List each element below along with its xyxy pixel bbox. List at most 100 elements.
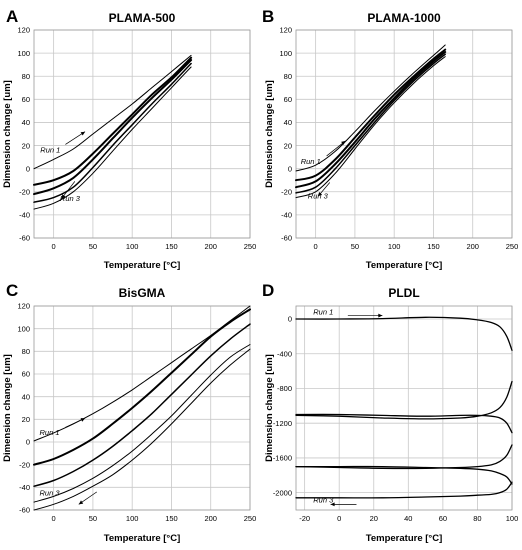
chart-panel-c: 0 50 100 150 200 250 -60 -40 -20 0 20 40 60 80 100 120 R… bbox=[2, 281, 256, 544]
y-tick-label: 0 bbox=[26, 164, 30, 173]
series-line-2 bbox=[295, 380, 513, 420]
annotation-arrowhead bbox=[341, 140, 346, 145]
y-axis-label: Dimension change [um] bbox=[264, 80, 275, 188]
annotation-label: Run 1 bbox=[40, 145, 60, 154]
y-axis-label: Dimension change [um] bbox=[2, 80, 13, 188]
y-tick-label: -40 bbox=[19, 483, 30, 492]
x-tick-label: 50 bbox=[89, 242, 97, 251]
series-line-1 bbox=[295, 316, 513, 351]
series-line-5 bbox=[295, 56, 446, 199]
plot-area-frame bbox=[295, 29, 513, 239]
x-tick-label: 20 bbox=[370, 514, 378, 523]
x-tick-label: 100 bbox=[126, 514, 139, 523]
x-tick-label: 0 bbox=[314, 242, 318, 251]
y-tick-label: 60 bbox=[22, 95, 30, 104]
y-tick-label: 0 bbox=[288, 315, 292, 324]
series-line-1 bbox=[295, 44, 446, 172]
y-tick-label: 40 bbox=[22, 392, 30, 401]
series-line-3 bbox=[33, 59, 193, 196]
chart-panel-d: -20 0 20 40 60 80 100-2000-1600-1200-800-4000R… bbox=[262, 281, 518, 544]
y-tick-label: -60 bbox=[19, 506, 30, 515]
series-line-3 bbox=[295, 413, 513, 434]
x-tick-label: 50 bbox=[89, 514, 97, 523]
y-tick-label: 120 bbox=[17, 302, 30, 311]
plot-area-frame bbox=[295, 305, 513, 511]
y-tick-label: 20 bbox=[22, 141, 30, 150]
x-axis-label: Temperature [°C] bbox=[366, 260, 442, 271]
x-tick-label: 100 bbox=[506, 514, 519, 523]
plot-area-frame bbox=[33, 29, 251, 239]
x-axis-label: Temperature [°C] bbox=[366, 533, 442, 544]
series-line-4 bbox=[295, 53, 446, 194]
y-tick-label: -2000 bbox=[273, 488, 292, 497]
annotation-label: Run 3 bbox=[60, 194, 81, 203]
x-tick-label: 200 bbox=[204, 242, 217, 251]
annotation-arrowhead bbox=[61, 194, 66, 199]
series-line-6 bbox=[295, 481, 513, 499]
annotation-arrowhead bbox=[80, 418, 86, 422]
x-tick-label: 0 bbox=[337, 514, 341, 523]
y-tick-label: -60 bbox=[281, 234, 292, 243]
series-line-4 bbox=[295, 444, 513, 470]
x-tick-label: 0 bbox=[52, 242, 56, 251]
annotation-arrowhead bbox=[80, 131, 86, 136]
y-tick-label: 100 bbox=[17, 49, 30, 58]
series-line-2 bbox=[295, 48, 447, 182]
x-tick-label: 150 bbox=[165, 514, 178, 523]
y-tick-label: -800 bbox=[277, 384, 292, 393]
panel-letter: D bbox=[262, 281, 274, 300]
x-tick-label: 150 bbox=[427, 242, 440, 251]
annotation-label: Run 1 bbox=[39, 428, 59, 437]
y-tick-label: -400 bbox=[277, 349, 292, 358]
y-tick-label: -1600 bbox=[273, 454, 292, 463]
x-tick-label: 0 bbox=[52, 514, 56, 523]
series-line-5 bbox=[295, 465, 513, 485]
annotation-arrowhead bbox=[317, 192, 323, 197]
series-line-4 bbox=[33, 62, 192, 203]
x-axis-label: Temperature [°C] bbox=[104, 260, 180, 271]
y-tick-label: 0 bbox=[26, 438, 30, 447]
y-tick-label: 120 bbox=[279, 26, 292, 35]
chart-panel-b: 0 50 100 150 200 250 -60 -40 -20 0 20 40 60 80 100 120 R… bbox=[262, 7, 518, 271]
series-line-2 bbox=[33, 56, 193, 186]
x-axis-label: Temperature [°C] bbox=[104, 533, 180, 544]
series-line-5 bbox=[33, 66, 192, 210]
y-tick-label: 100 bbox=[279, 49, 292, 58]
series-line-4 bbox=[33, 344, 251, 503]
y-tick-label: -40 bbox=[19, 211, 30, 220]
y-tick-label: 0 bbox=[288, 164, 292, 173]
chart-title: PLAMA-1000 bbox=[367, 11, 441, 25]
y-tick-label: -40 bbox=[281, 211, 292, 220]
annotation-arrowhead bbox=[378, 313, 383, 318]
y-tick-label: 80 bbox=[284, 72, 292, 81]
y-tick-label: 80 bbox=[22, 347, 30, 356]
y-tick-label: -60 bbox=[19, 234, 30, 243]
y-tick-label: -20 bbox=[19, 187, 30, 196]
y-tick-label: 120 bbox=[17, 26, 30, 35]
y-tick-label: 40 bbox=[22, 118, 30, 127]
y-axis-label: Dimension change [um] bbox=[264, 354, 275, 462]
panel-letter: B bbox=[262, 7, 274, 26]
chart-title: BisGMA bbox=[119, 286, 166, 300]
panel-letter: A bbox=[6, 7, 18, 26]
annotation-arrowhead bbox=[78, 500, 84, 505]
y-tick-label: -20 bbox=[19, 460, 30, 469]
series-line-2 bbox=[33, 308, 251, 466]
chart-title: PLAMA-500 bbox=[109, 11, 176, 25]
y-axis-label: Dimension change [um] bbox=[2, 354, 13, 462]
y-tick-label: 20 bbox=[284, 141, 292, 150]
series-line-5 bbox=[33, 348, 251, 511]
y-tick-label: 80 bbox=[22, 72, 30, 81]
series-line-1 bbox=[33, 54, 192, 170]
annotation-label: Run 1 bbox=[301, 157, 321, 166]
x-tick-label: -20 bbox=[299, 514, 310, 523]
x-tick-label: 200 bbox=[466, 242, 479, 251]
x-tick-label: 100 bbox=[126, 242, 139, 251]
annotation-arrowhead bbox=[330, 502, 335, 507]
y-tick-label: 60 bbox=[22, 370, 30, 379]
x-tick-label: 40 bbox=[404, 514, 412, 523]
x-tick-label: 80 bbox=[473, 514, 481, 523]
series-line-1 bbox=[33, 305, 251, 442]
x-tick-label: 250 bbox=[244, 514, 257, 523]
